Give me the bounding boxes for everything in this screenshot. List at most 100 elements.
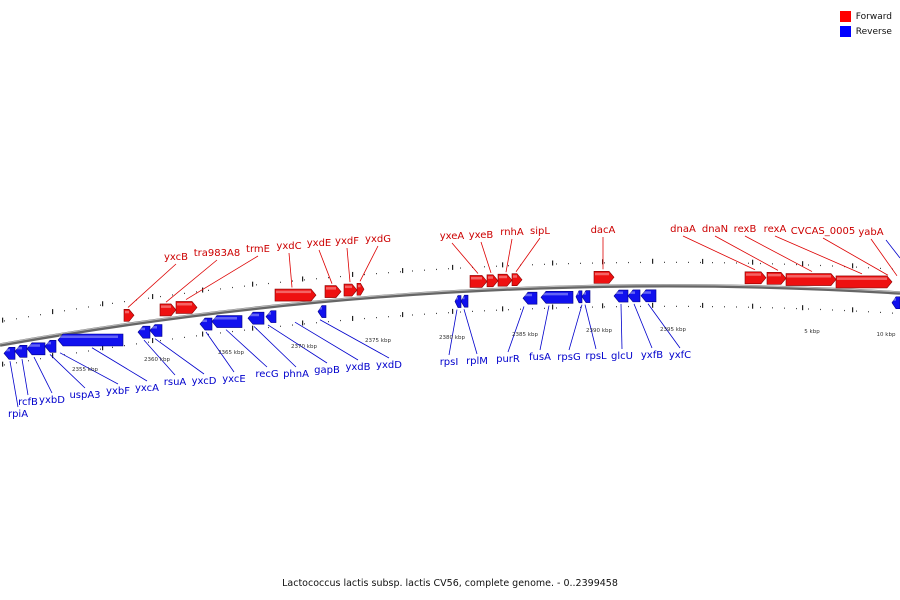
gene-highlight [542,292,568,296]
reverse-gene-label[interactable]: yxcD [192,376,217,387]
gene-highlight [893,298,896,301]
label-leader-line [91,347,148,382]
major-tick [502,262,504,268]
scale-dot [40,314,41,316]
reverse-gene-arrow [44,340,57,353]
forward-gene-label[interactable]: rexB [734,224,757,235]
forward-gene-label[interactable]: yxdC [276,241,301,252]
forward-gene-label[interactable]: rexA [764,224,787,235]
scale-dot [268,326,269,329]
reverse-gene-label[interactable]: yxfC [669,350,691,361]
scale-dot [856,266,857,268]
reverse-gene-label[interactable]: gapB [314,365,340,376]
scale-dot [220,332,221,334]
reverse-gene-label[interactable]: rsuA [164,377,187,388]
forward-gene-label[interactable]: yxdF [335,236,359,247]
scale-dot [196,291,197,293]
reverse-gene-label[interactable]: yxdD [376,360,402,371]
label-leader-line [682,235,756,271]
reverse-gene-label[interactable]: rcfB [18,397,38,408]
forward-gene-label[interactable]: rnhA [500,227,524,238]
reverse-gene-label[interactable]: glcU [611,351,633,362]
scale-label: 2370 kbp [291,344,317,350]
scale-dot [796,263,797,266]
gene-highlight [642,291,651,294]
scale-label: 2375 kbp [365,338,391,344]
reverse-gene-label[interactable]: recG [255,369,278,380]
scale-dot [520,308,521,310]
forward-gene-label[interactable]: yabA [858,227,883,238]
scale-dot [412,314,413,316]
scale-dot [304,279,305,281]
reverse-gene-label[interactable]: yxdB [345,362,370,373]
reverse-gene-label[interactable]: fusA [529,352,551,363]
scale-dot [64,310,65,312]
forward-gene-label[interactable]: trmE [246,244,270,255]
reverse-gene-label[interactable]: yxfB [641,350,663,361]
gene-highlight [629,291,635,294]
reverse-gene-label[interactable]: yxcE [222,374,245,385]
scale-dot [892,312,893,314]
forward-gene-label[interactable]: yxeB [469,230,494,241]
reverse-gene-arrow [613,289,629,303]
label-leader-line [463,309,478,355]
forward-gene-label[interactable]: dacA [591,225,616,236]
forward-gene-label[interactable]: sipL [530,226,550,237]
reverse-gene-arrow [454,295,462,308]
forward-gene-label[interactable]: yxdE [307,238,332,249]
gene-highlight [577,292,579,295]
reverse-gene-arrow [627,289,641,303]
scale-dot [112,346,113,348]
reverse-gene-label[interactable]: uspA3 [69,390,100,401]
forward-gene-label[interactable]: dnaA [670,224,696,235]
forward-gene-arrow [123,308,135,322]
scale-dot [664,261,665,263]
major-tick [752,303,754,309]
gene-highlight [177,302,192,306]
gene-highlight [456,297,458,300]
forward-gene-arrow [497,273,513,287]
reverse-gene-label[interactable]: yxcA [135,383,159,394]
scale-dot [772,263,773,265]
scale-dot [76,308,77,310]
forward-gene-label[interactable]: yxcB [164,252,188,263]
gene-highlight [5,348,10,352]
label-leader-line [480,241,492,273]
label-leader-line [225,329,268,368]
scale-ticks [2,258,893,367]
reverse-gene-arrow [640,289,657,303]
scale-dot [832,309,833,311]
reverse-gene-label[interactable]: rplM [466,356,488,367]
forward-gene-label[interactable]: yxdG [365,234,391,245]
scale-label: 2360 kbp [144,357,170,363]
gene-highlight [46,341,51,345]
scale-dot [880,267,881,270]
legend-reverse-label: Reverse [855,26,892,37]
major-tick [2,317,4,323]
gene-highlight [267,312,271,315]
reverse-gene-label[interactable]: rpsL [585,351,607,362]
major-tick [552,304,554,310]
reverse-gene-label[interactable]: phnA [283,369,309,380]
scale-dot [508,265,509,267]
reverse-gene-label[interactable]: rpiA [8,409,28,420]
scale-dot [460,311,461,313]
reverse-gene-label[interactable]: rpsG [557,352,580,363]
reverse-gene-label[interactable]: yxbF [106,386,130,397]
scale-dot [124,301,125,303]
reverse-gene-label[interactable]: rpsI [440,357,459,368]
reverse-gene-label[interactable]: yxbD [39,395,65,406]
scale-dot [808,308,809,310]
forward-gene-label[interactable]: CVCAS_0005 [791,226,855,237]
reverse-gene-label[interactable]: purR [496,354,520,365]
forward-gene-label[interactable]: tra983A8 [194,248,240,259]
reverse-gene-arrow [575,290,583,304]
forward-gene-label[interactable]: yxeA [440,231,465,242]
major-tick [2,361,4,367]
gene-highlight [139,327,145,331]
forward-gene-label[interactable]: dnaN [702,224,728,235]
legend: Forward Reverse [839,9,892,39]
reverse-swatch [839,26,851,37]
forward-gene-arrow [324,285,342,298]
scale-dot [784,307,785,309]
